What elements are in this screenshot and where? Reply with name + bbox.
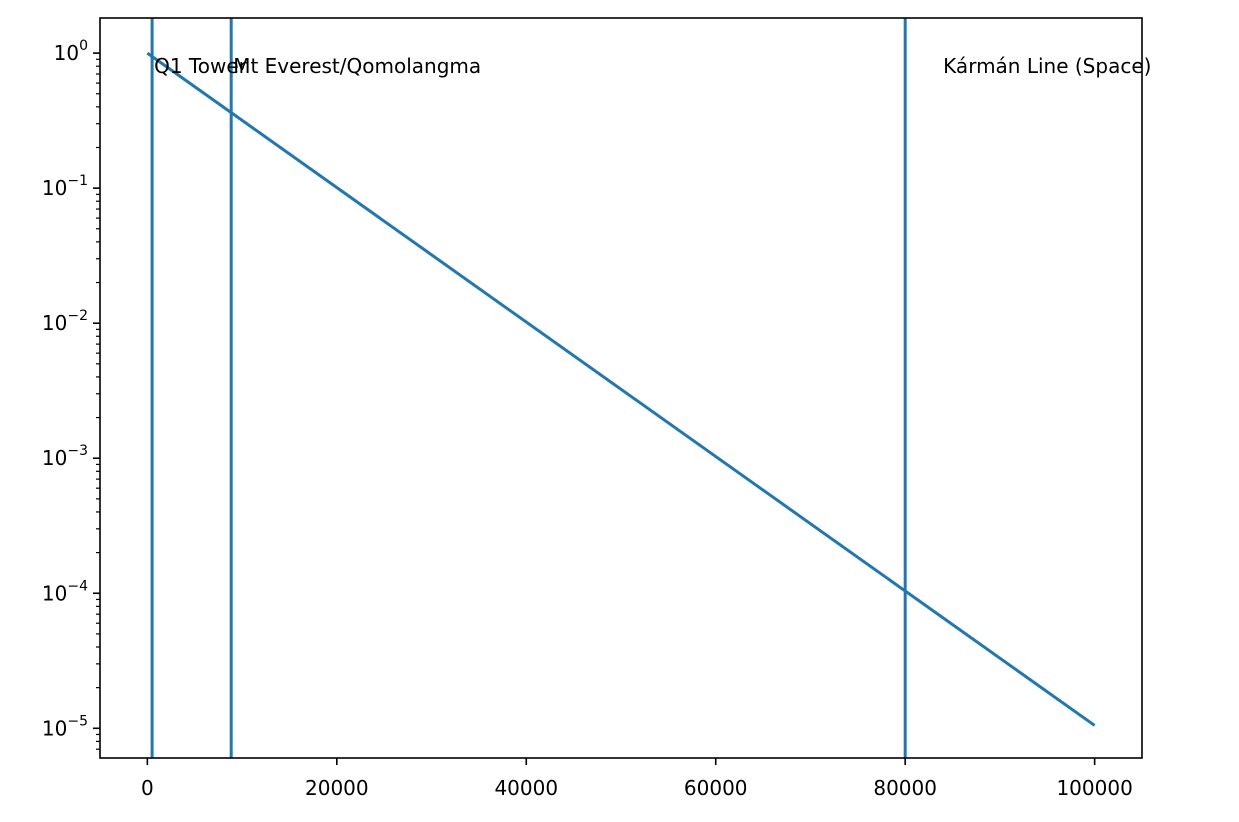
x-tick-label-5: 100000 <box>1056 776 1132 800</box>
vertical-lines <box>150 18 907 758</box>
axes: 0 20000 40000 60000 80000 100000 100 10−1 10−2 10… <box>42 17 1143 800</box>
plot-area <box>146 51 1096 727</box>
y-tick-label-1: 10−1 <box>42 173 88 200</box>
vline-label-2: Kármán Line (Space) <box>943 54 1151 78</box>
axes-frame <box>99 17 1143 759</box>
vline-label-1: Mt Everest/Qomolangma <box>233 54 481 78</box>
x-tick-label-4: 80000 <box>873 776 937 800</box>
x-tick-label-2: 40000 <box>494 776 558 800</box>
x-tick-label-0: 0 <box>141 776 154 800</box>
x-tick-label-3: 60000 <box>684 776 748 800</box>
y-tick-label-0: 100 <box>54 38 88 65</box>
y-tick-label-3: 10−3 <box>42 443 88 470</box>
y-tick-label-5: 10−5 <box>42 713 88 740</box>
y-tick-label-2: 10−2 <box>42 308 88 335</box>
x-tick-label-1: 20000 <box>305 776 369 800</box>
vline-label-0: Q1 Tower <box>154 54 248 78</box>
series-line-0 <box>146 51 1096 727</box>
y-tick-label-4: 10−4 <box>42 578 88 605</box>
